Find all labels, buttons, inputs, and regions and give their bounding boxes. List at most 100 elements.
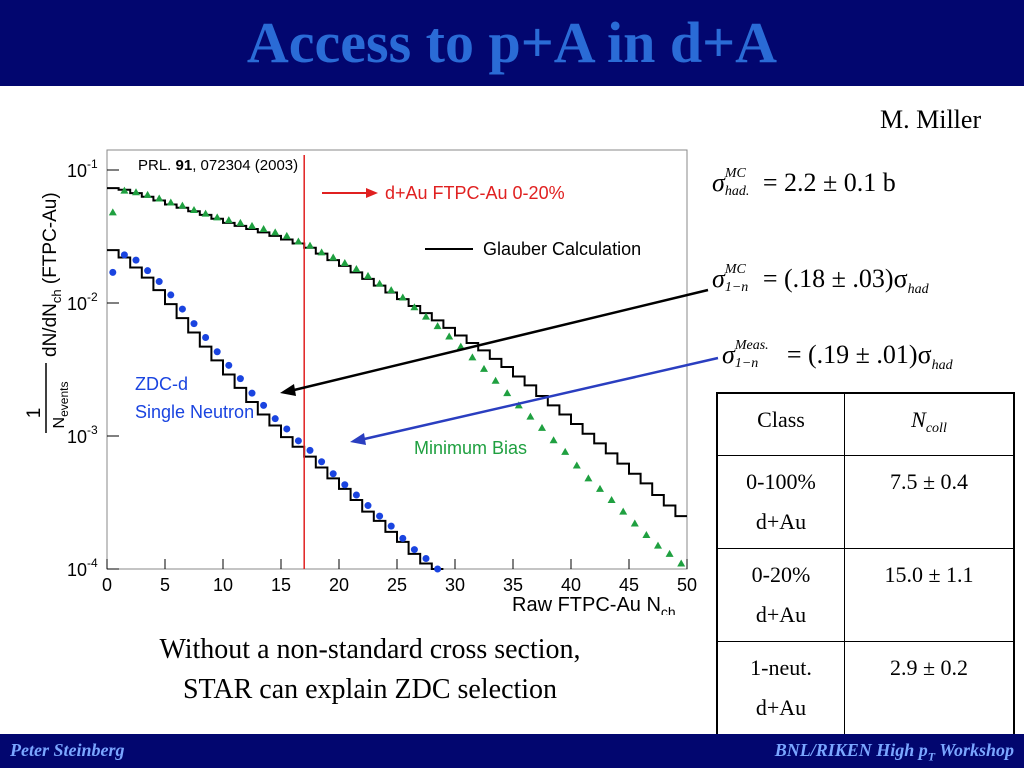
ncoll-table: Class Ncoll 0-100% d+Au 7.5 ± 0.4 0-20% d+… [716, 392, 1015, 737]
table-row: 1-neut. d+Au 2.9 ± 0.2 [716, 641, 1015, 736]
zdc-point [236, 375, 244, 383]
minbias-point [201, 209, 210, 217]
zdc-point [132, 256, 140, 264]
zdc-point [364, 502, 372, 510]
table-header-class: Class [716, 392, 845, 457]
equation-sigma-had: σ MC had. = 2.2 ± 0.1 b [712, 166, 896, 200]
minbias-point [166, 198, 175, 206]
ftpc-chart: 0 5 10 15 20 25 30 35 40 45 50 10-1 10-2 10-3 10-4 PRL… [24, 149, 697, 615]
caption: Without a non-standard cross section, ST… [90, 630, 650, 710]
minbias-point [132, 188, 140, 196]
minbias-point [282, 231, 291, 239]
minbias-point [143, 190, 152, 198]
minbias-point [630, 519, 639, 527]
zdc-point [341, 481, 349, 489]
x-tick-label: 0 [102, 575, 112, 595]
zdc-point [387, 522, 395, 530]
minbias-point [329, 253, 338, 261]
author-name: M. Miller [880, 105, 982, 134]
minbias-point [213, 213, 222, 221]
minbias-point [364, 271, 372, 279]
minbias-point [120, 186, 129, 194]
x-tick-label: 30 [445, 575, 465, 595]
x-tick-label: 35 [503, 575, 523, 595]
minbias-point [665, 549, 674, 557]
minbias-point [259, 225, 268, 233]
zdc-point [422, 554, 430, 562]
svg-text:Nevents: Nevents [51, 382, 71, 429]
x-tick-label: 40 [561, 575, 581, 595]
zdc-point [213, 348, 221, 356]
x-axis-label: Raw FTPC-Au Nch [512, 594, 676, 615]
minbias-point [224, 216, 233, 224]
equation-sigma-1n-meas: σ Meas. 1−n = (.19 ± .01)σhad [722, 338, 953, 374]
glauber-label: Glauber Calculation [483, 239, 641, 259]
zdc-point [399, 534, 407, 542]
table-cell-ncoll: 15.0 ± 1.1 [844, 548, 1015, 643]
minbias-point [236, 218, 245, 226]
footer-presenter: Peter Steinberg [10, 740, 125, 760]
zdc-point [120, 251, 128, 259]
minbias-point [306, 241, 314, 249]
minbias-point [375, 279, 384, 287]
zdc-point [202, 334, 210, 342]
table-cell-ncoll: 7.5 ± 0.4 [844, 455, 1015, 550]
minbias-point [572, 461, 581, 469]
zdc-point [306, 446, 314, 454]
x-tick-label: 15 [271, 575, 291, 595]
zdc-point [225, 361, 233, 369]
y-axis-label: 1 Nevents dN/dNch (FTPC-Au) [24, 192, 71, 433]
zdc-point [109, 268, 117, 276]
table-cell-class: 0-100% d+Au [716, 455, 845, 550]
zdc-point [271, 415, 279, 423]
minbias-point [642, 531, 651, 539]
zdc-point [144, 267, 152, 275]
x-tick-label: 50 [677, 575, 697, 595]
minbias-point [294, 237, 303, 245]
minbias-point [352, 265, 361, 273]
zdc-point [318, 458, 326, 466]
y-tick-label: 10-4 [67, 556, 98, 580]
equation-sigma-1n-mc: σ MC 1−n = (.18 ± .03)σhad [712, 262, 929, 298]
zdc-point [248, 389, 256, 397]
zdc-point [410, 546, 418, 554]
x-tick-label: 10 [213, 575, 233, 595]
x-tick-label: 20 [329, 575, 349, 595]
minbias-point [317, 248, 326, 256]
x-tick-label: 25 [387, 575, 407, 595]
zdc-label-2: Single Neutron [135, 402, 254, 422]
svg-text:1: 1 [24, 408, 45, 419]
zdc-point [178, 305, 186, 313]
minbias-point [108, 208, 117, 216]
minbias-point [607, 496, 616, 504]
y-tick-label: 10-2 [67, 290, 98, 314]
zdc-point [376, 512, 384, 520]
cut-label: d+Au FTPC-Au 0-20% [385, 183, 565, 203]
table-row: 0-20% d+Au 15.0 ± 1.1 [716, 548, 1015, 643]
reference-label: PRL. 91, 072304 (2003) [138, 157, 298, 174]
table-cell-ncoll: 2.9 ± 0.2 [844, 641, 1015, 736]
zdc-label-1: ZDC-d [135, 374, 188, 394]
minbias-point [619, 507, 628, 515]
minbias-label: Minimum Bias [414, 438, 527, 458]
title-bar [0, 0, 1024, 86]
zdc-point [260, 401, 268, 409]
glauber-zdc-histogram [107, 249, 444, 570]
zdc-point [329, 470, 337, 478]
slide-title: Access to p+A in d+A [246, 10, 778, 75]
y-tick-label: 10-1 [67, 157, 98, 181]
zdc-point [352, 491, 360, 499]
zdc-point [155, 278, 163, 286]
minbias-point [248, 221, 256, 229]
table-cell-class: 0-20% d+Au [716, 548, 845, 643]
zdc-point [434, 565, 442, 573]
zdc-point [283, 425, 291, 433]
table-header-ncoll: Ncoll [844, 392, 1015, 457]
minbias-point [178, 201, 187, 209]
minbias-point [677, 559, 686, 567]
y-tick-label: 10-3 [67, 423, 98, 447]
x-tick-label: 45 [619, 575, 639, 595]
zdc-point [190, 320, 198, 328]
zdc-point [294, 437, 302, 445]
footer-workshop: BNL/RIKEN High pT Workshop [774, 740, 1014, 764]
